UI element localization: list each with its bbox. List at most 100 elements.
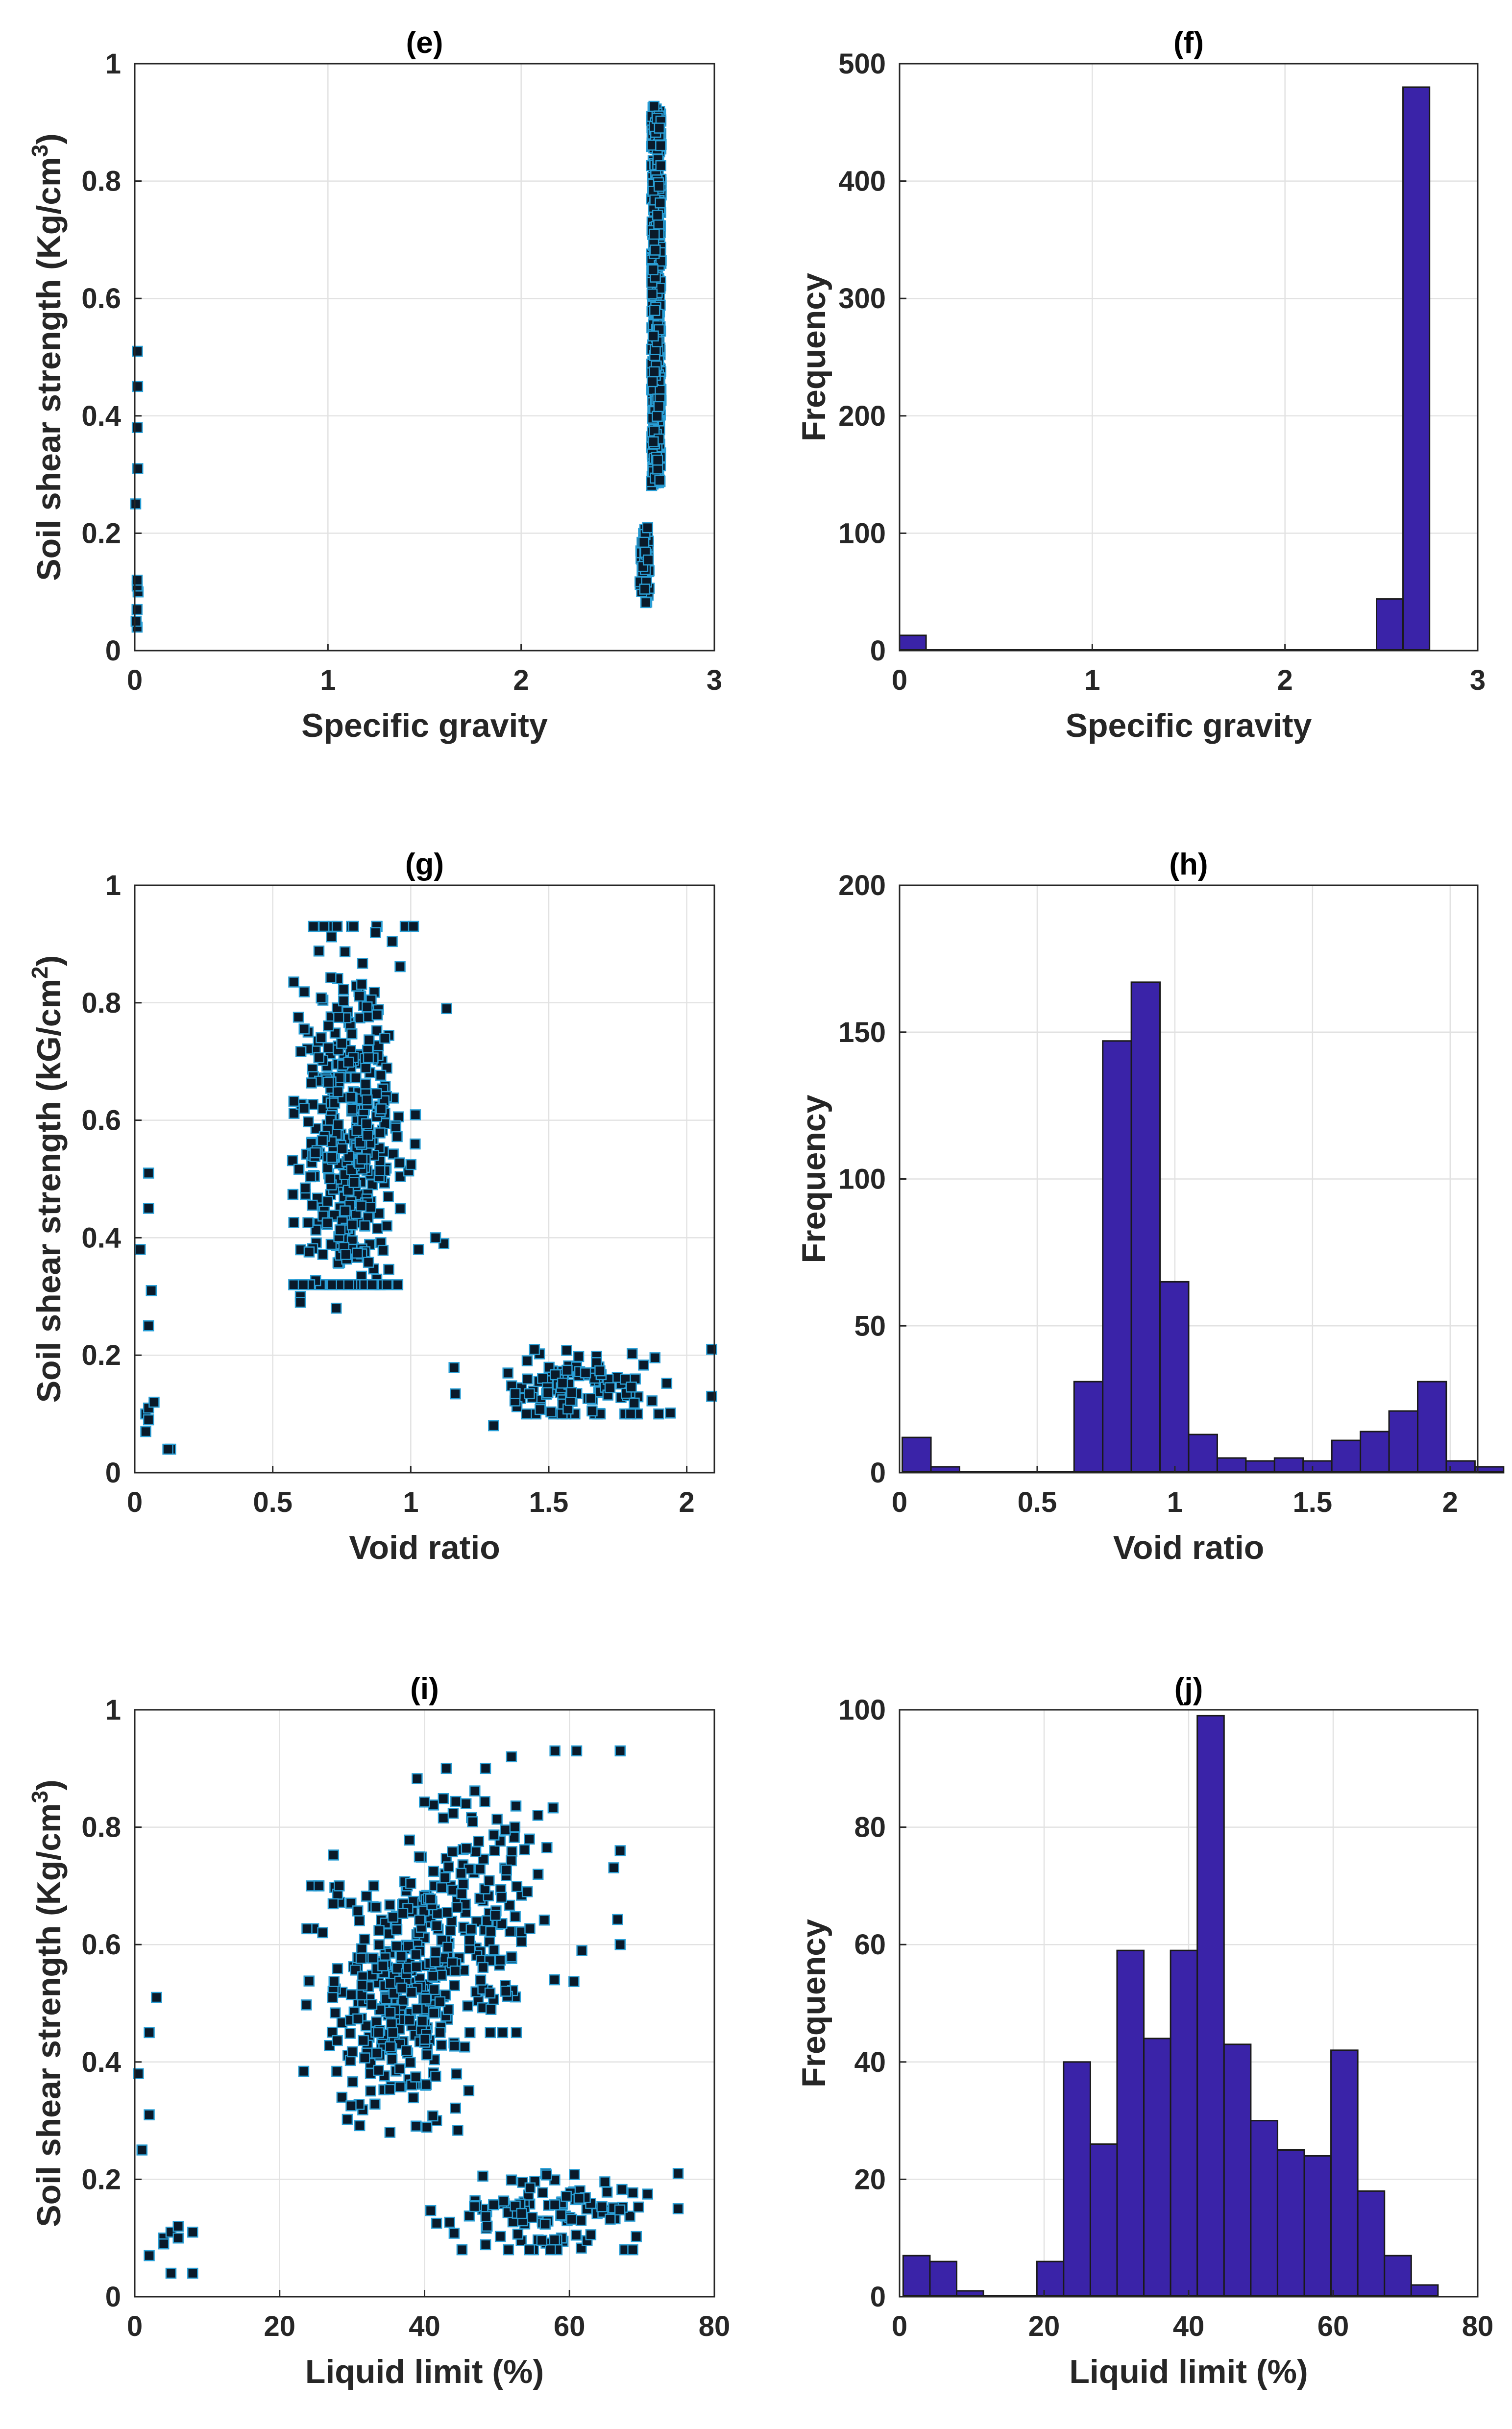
scatter-point: [373, 1925, 385, 1936]
scatter-point: [172, 2232, 184, 2244]
scatter-point: [338, 995, 349, 1007]
scatter-point: [143, 1320, 154, 1332]
scatter-point: [435, 2027, 446, 2039]
scatter-point: [449, 1965, 461, 1977]
scatter-point: [132, 345, 143, 357]
scatter-point: [298, 1023, 310, 1035]
scatter-point: [404, 1834, 415, 1846]
x-tick-label: 3: [707, 664, 722, 696]
scatter-point: [136, 2144, 148, 2156]
y-tick-label: 0: [105, 2281, 121, 2313]
scatter-point: [470, 1846, 482, 1857]
scatter-point: [448, 2228, 460, 2239]
scatter-point: [652, 411, 663, 422]
x-tick-label: 2: [679, 1486, 695, 1518]
scatter-point: [624, 2210, 635, 2222]
scatter-point: [384, 2007, 396, 2018]
scatter-point: [428, 1866, 439, 1877]
x-tick-label: 0.5: [253, 1486, 293, 1518]
scatter-point: [561, 1364, 573, 1376]
scatter-point: [646, 288, 658, 300]
scatter-point: [467, 1816, 478, 1827]
y-tick-label: 0: [870, 1457, 886, 1489]
scatter-point: [326, 1152, 338, 1163]
scatter-point: [442, 1942, 454, 1953]
histogram-bar: [1223, 2043, 1252, 2298]
scatter-point: [521, 1408, 532, 1420]
scatter-point: [391, 1963, 403, 1974]
scatter-point: [488, 1420, 499, 1432]
scatter-point: [331, 2065, 342, 2077]
scatter-point: [408, 921, 419, 932]
y-axis-label: Soil shear strength (Kg/cm3): [27, 133, 68, 581]
scatter-point: [652, 210, 663, 221]
scatter-point: [480, 2239, 491, 2251]
scatter-point: [537, 2187, 548, 2198]
x-tick-label: 1.5: [529, 1486, 569, 1518]
x-tick-label: 0: [892, 2310, 907, 2342]
x-tick-label: 1: [1167, 1486, 1183, 1518]
histogram-bar: [1376, 598, 1404, 652]
scatter-point: [326, 931, 337, 943]
scatter-point: [135, 1244, 146, 1255]
y-axis-label: Frequency: [795, 273, 832, 441]
scatter-point: [601, 2186, 613, 2198]
scatter-point: [356, 978, 367, 990]
scatter-point: [506, 2174, 517, 2186]
scatter-point: [355, 1953, 367, 1964]
scatter-point: [443, 1861, 454, 1872]
scatter-point: [146, 1285, 157, 1296]
histogram-bar: [899, 634, 927, 652]
scatter-point: [479, 1796, 490, 1807]
plot-area: [900, 64, 1478, 651]
scatter-point: [391, 1924, 402, 1936]
scatter-point: [287, 1155, 298, 1166]
scatter-point: [524, 1388, 535, 1400]
scatter-point: [654, 122, 665, 134]
x-tick-label: 40: [1173, 2310, 1205, 2342]
scatter-point: [288, 1108, 300, 1119]
chart-title: (i): [410, 1672, 439, 1706]
scatter-point: [655, 197, 666, 209]
scatter-point: [293, 1164, 305, 1175]
chart-panel-h: 0 0.5 1 1.5 2 0 50 100 150 200 (h) Void ratio Freque…: [795, 848, 1505, 1566]
scatter-point: [348, 921, 359, 932]
scatter-point: [529, 1344, 540, 1355]
plot-area: [135, 64, 714, 651]
y-tick-label: 400: [838, 166, 886, 197]
scatter-point: [396, 1982, 408, 1994]
scatter-point: [653, 219, 664, 230]
scatter-point: [464, 2027, 476, 2039]
scatter-point: [642, 522, 654, 534]
y-axis-label-close: ): [30, 955, 68, 967]
scatter-point: [359, 1933, 370, 1945]
scatter-point: [133, 2068, 144, 2080]
histogram-bar: [1170, 1949, 1198, 2298]
scatter-point: [372, 1223, 383, 1234]
scatter-point: [608, 1862, 619, 1873]
y-tick-label: 200: [838, 400, 886, 432]
scatter-point: [439, 1872, 451, 1883]
scatter-point: [356, 1979, 368, 1991]
scatter-point: [451, 1902, 463, 1913]
scatter-point: [144, 2027, 155, 2039]
scatter-point: [445, 1925, 456, 1937]
scatter-point: [566, 2213, 578, 2225]
chart-panel-g: 0 0.5 1 1.5 2 0 0.2 0.4 0.6 0.8 1 (g) Void ratio Soil…: [27, 848, 717, 1566]
x-axis-label: Specific gravity: [1066, 707, 1312, 744]
scatter-point: [363, 1257, 374, 1268]
scatter-point: [469, 1785, 481, 1797]
scatter-point: [421, 2121, 433, 2133]
scatter-point: [473, 1836, 485, 1847]
scatter-point: [511, 1881, 523, 1893]
y-tick-label: 0.6: [81, 283, 121, 315]
scatter-point: [316, 1032, 327, 1044]
x-tick-label: 2: [1277, 664, 1293, 696]
scatter-point: [526, 2211, 538, 2223]
scatter-point: [326, 1279, 338, 1290]
x-tick-label: 0: [892, 1486, 907, 1518]
scatter-point: [480, 1763, 491, 1774]
scatter-point: [571, 1745, 583, 1757]
y-tick-label: 0.2: [81, 517, 121, 549]
scatter-point: [354, 2120, 366, 2132]
